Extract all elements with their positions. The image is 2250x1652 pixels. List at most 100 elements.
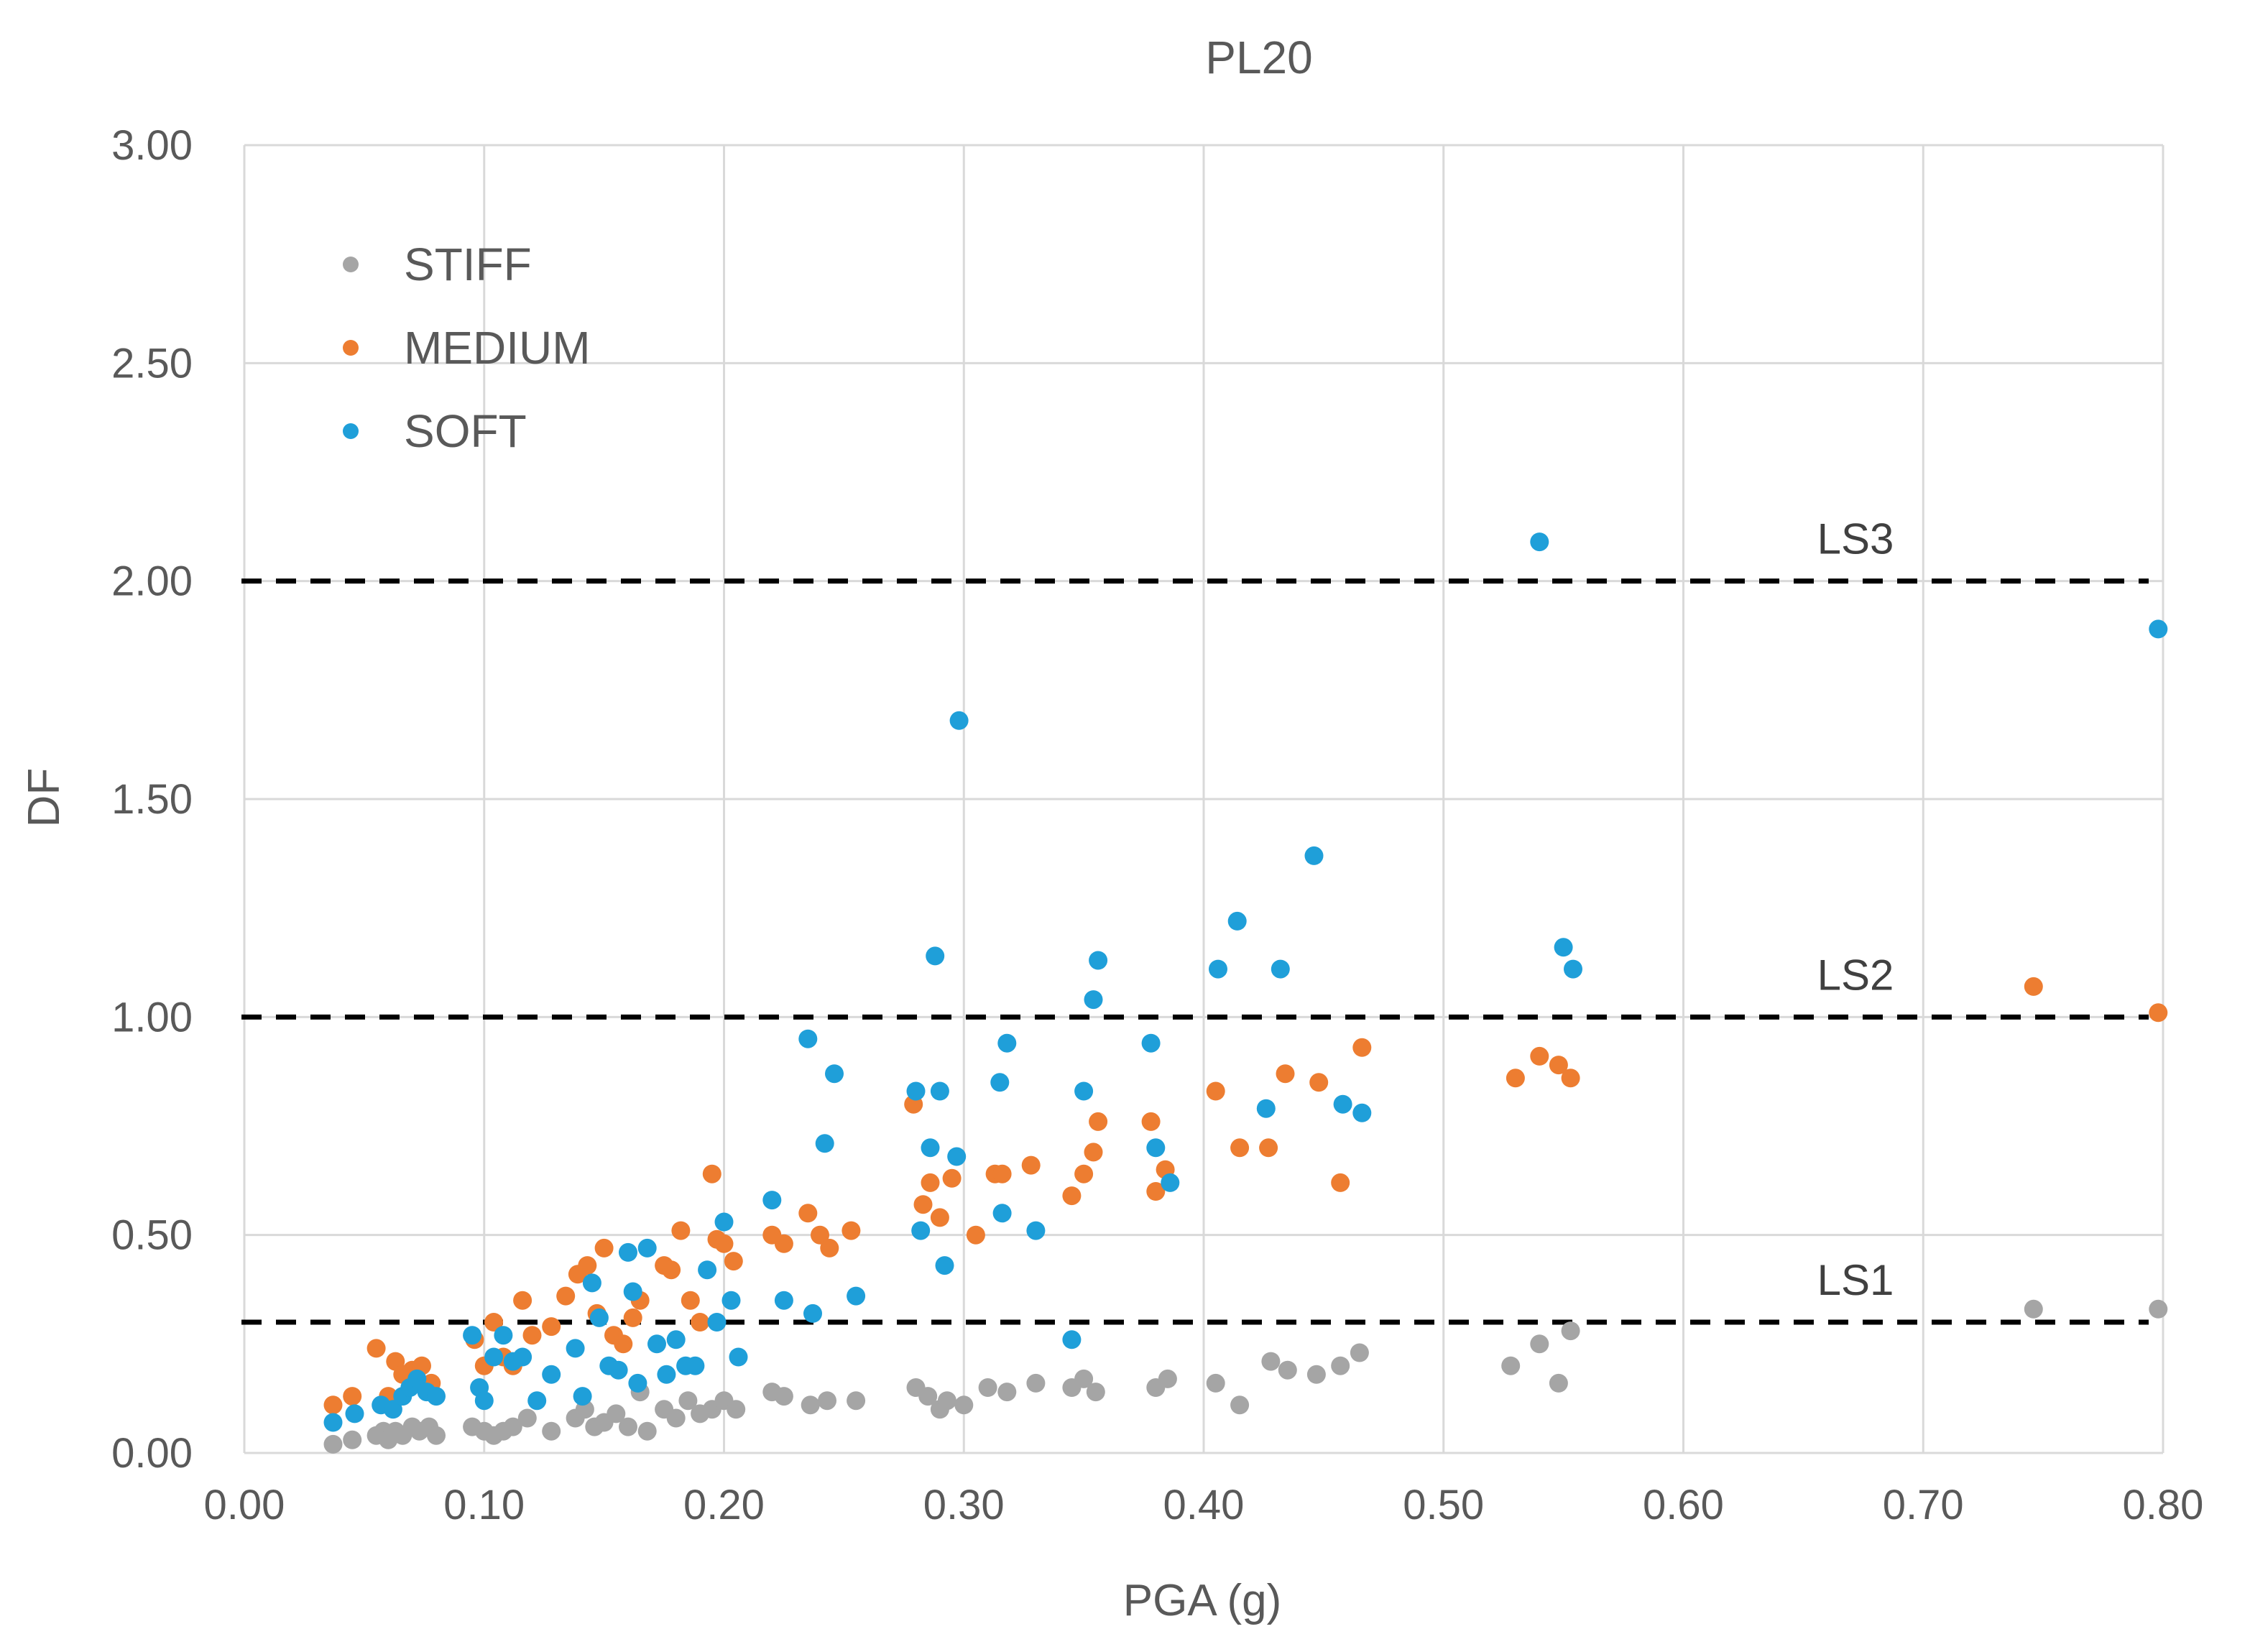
point-stiff [1306,1365,1326,1384]
point-soft [463,1326,482,1345]
point-medium [366,1339,386,1358]
point-soft [566,1339,585,1358]
point-soft [1146,1138,1166,1158]
x-axis-label: PGA (g) [1123,1576,1282,1625]
point-soft [762,1191,782,1210]
point-stiff [1278,1360,1297,1380]
chart-title: PL20 [1205,32,1312,83]
point-soft [686,1356,705,1375]
point-soft [990,1073,1010,1092]
point-medium [484,1313,504,1332]
point-soft [637,1238,657,1258]
point-stiff [1530,1334,1549,1354]
point-soft [1084,990,1103,1010]
point-medium [714,1234,734,1253]
point-medium [1206,1081,1225,1101]
point-medium [1352,1038,1372,1057]
x-tick-label: 0.50 [1403,1482,1484,1528]
point-stiff [343,1430,362,1449]
gridlines [243,144,2164,1454]
point-medium [1506,1069,1525,1088]
x-tick-label: 0.80 [2123,1482,2204,1528]
legend: STIFF MEDIUM SOFT [343,239,591,457]
point-medium [2024,977,2043,996]
point-medium [1141,1112,1161,1131]
point-soft [1161,1173,1180,1192]
point-stiff [1561,1321,1580,1341]
point-soft [494,1326,513,1345]
x-tick-label: 0.10 [443,1482,525,1528]
point-medium [820,1238,839,1258]
point-soft [609,1360,628,1380]
limit-state-lines: LS3 LS2 LS1 [241,515,2149,1325]
point-soft [407,1369,427,1388]
point-stiff [1261,1352,1281,1371]
y-tick-label: 1.00 [111,994,193,1040]
point-soft [2149,619,2168,639]
point-soft [992,1204,1012,1223]
point-soft [698,1260,717,1280]
point-soft [527,1391,547,1411]
point-soft [345,1404,364,1423]
point-soft [911,1221,931,1240]
x-tick-label: 0.00 [204,1482,285,1528]
point-stiff [978,1378,997,1397]
point-soft [484,1347,504,1367]
point-soft [707,1313,727,1332]
point-medium [811,1225,829,1245]
point-medium [556,1286,576,1306]
threshold-label-ls3: LS3 [1817,515,1894,563]
point-soft [906,1081,926,1101]
point-stiff [1074,1369,1094,1388]
point-soft [1333,1094,1352,1114]
point-stiff [503,1417,522,1436]
point-stiff [619,1417,637,1436]
y-axis-ticks: 0.00 0.50 1.00 1.50 2.00 2.50 3.00 [111,122,193,1477]
point-medium [671,1221,691,1240]
point-soft [921,1138,940,1158]
threshold-label-ls2: LS2 [1817,951,1894,999]
point-medium [930,1208,949,1227]
threshold-label-ls1: LS1 [1817,1256,1894,1304]
point-stiff [542,1421,561,1441]
legend-marker-soft [343,423,359,439]
y-tick-label: 2.00 [111,558,193,605]
legend-marker-medium [343,340,359,356]
point-medium [522,1326,542,1345]
legend-item-medium: MEDIUM [343,322,591,374]
point-medium [1561,1069,1580,1088]
point-stiff [1230,1395,1250,1415]
point-medium [1331,1173,1350,1192]
point-medium [798,1204,818,1223]
point-soft [657,1365,676,1384]
y-axis-label: DF [19,768,69,828]
point-stiff [607,1404,626,1423]
point-soft [935,1256,954,1275]
point-soft [666,1330,686,1349]
point-soft [582,1273,601,1293]
point-medium [594,1238,614,1258]
point-stiff [517,1408,537,1428]
point-soft [1271,959,1290,979]
point-soft [1141,1033,1161,1053]
y-tick-label: 3.00 [111,122,193,169]
point-soft [1304,846,1324,865]
point-medium [542,1317,561,1337]
point-soft [721,1291,741,1310]
point-stiff [1331,1356,1350,1375]
point-soft [647,1334,666,1354]
legend-marker-stiff [343,257,359,272]
point-soft [1227,911,1247,931]
point-soft [474,1391,494,1411]
point-stiff [2024,1299,2043,1319]
point-stiff [1350,1343,1369,1362]
point-stiff [1158,1369,1177,1388]
point-stiff [774,1387,793,1406]
point-medium [1276,1064,1295,1084]
point-medium [702,1164,721,1183]
point-soft [729,1347,748,1367]
point-medium [966,1225,985,1245]
point-soft [542,1365,561,1384]
y-tick-label: 1.50 [111,776,193,823]
legend-item-stiff: STIFF [343,239,532,290]
